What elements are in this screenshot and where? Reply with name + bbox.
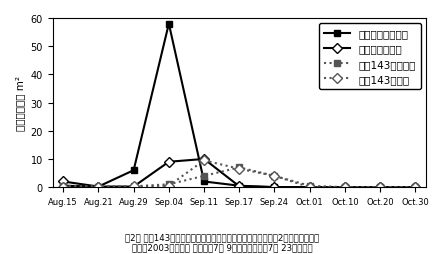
Legend: フクユタカ普通期, フクユタカ遅植, 九州143号普通期, 九州143号遅植: フクユタカ普通期, フクユタカ遅植, 九州143号普通期, 九州143号遅植 [319, 24, 421, 90]
Y-axis label: 幼虫個体数／ m²: 幼虫個体数／ m² [15, 76, 25, 131]
九州143号普通期 [166, 183, 171, 186]
九州143号普通期 [61, 184, 66, 187]
九州143号遅植 [413, 186, 418, 189]
九州143号遅植 [272, 175, 277, 178]
フクユタカ普通期 [272, 186, 277, 189]
フクユタカ遅植 [307, 186, 312, 189]
フクユタカ遅植 [237, 185, 242, 188]
Line: フクユタカ遅植: フクユタカ遅植 [60, 156, 419, 191]
フクユタカ遅植 [202, 158, 207, 161]
九州143号普通期 [202, 175, 207, 178]
九州143号遅植 [166, 184, 171, 187]
九州143号普通期 [413, 186, 418, 189]
フクユタカ遅植 [61, 180, 66, 183]
九州143号普通期 [237, 166, 242, 169]
九州143号普通期 [131, 185, 136, 188]
フクユタカ普通期 [307, 186, 312, 189]
フクユタカ遅植 [342, 186, 348, 189]
フクユタカ遅植 [96, 185, 101, 188]
フクユタカ普通期 [166, 23, 171, 26]
九州143号普通期 [342, 186, 348, 189]
フクユタカ普通期 [202, 180, 207, 183]
フクユタカ遅植 [272, 186, 277, 189]
九州143号普通期 [272, 175, 277, 178]
フクユタカ普通期 [342, 186, 348, 189]
九州143号遅植 [131, 185, 136, 188]
九州143号普通期 [96, 185, 101, 188]
フクユタカ普通期 [96, 185, 101, 188]
フクユタカ遅植 [377, 186, 383, 189]
フクユタカ普通期 [237, 184, 242, 187]
フクユタカ遅植 [166, 161, 171, 164]
九州143号遅植 [202, 159, 207, 162]
九州143号遅植 [307, 186, 312, 189]
フクユタカ普通期 [413, 186, 418, 189]
フクユタカ普通期 [131, 169, 136, 172]
フクユタカ普通期 [377, 186, 383, 189]
フクユタカ普通期 [61, 184, 66, 187]
Line: 九州143号遅植: 九州143号遅植 [60, 157, 419, 191]
九州143号遅植 [237, 168, 242, 171]
九州143号普通期 [307, 184, 312, 187]
九州143号遅植 [342, 186, 348, 189]
九州143号遅植 [96, 185, 101, 188]
フクユタカ遅植 [131, 185, 136, 188]
九州143号遅植 [61, 185, 66, 188]
九州143号遅植 [377, 186, 383, 189]
フクユタカ遅植 [413, 186, 418, 189]
Line: 九州143号普通期: 九州143号普通期 [60, 164, 419, 191]
Line: フクユタカ普通期: フクユタカ普通期 [60, 21, 419, 191]
九州143号普通期 [377, 186, 383, 189]
Text: 図2． 九州143号とフクユタカにおけるハスモンヨトウ幼虫（2齢以上）密度の
推移ﾈ2003年の例； 普通期：7月 9日播種、遅植：7月 23日播種ﾉ: 図2． 九州143号とフクユタカにおけるハスモンヨトウ幼虫（2齢以上）密度の 推… [125, 232, 320, 251]
